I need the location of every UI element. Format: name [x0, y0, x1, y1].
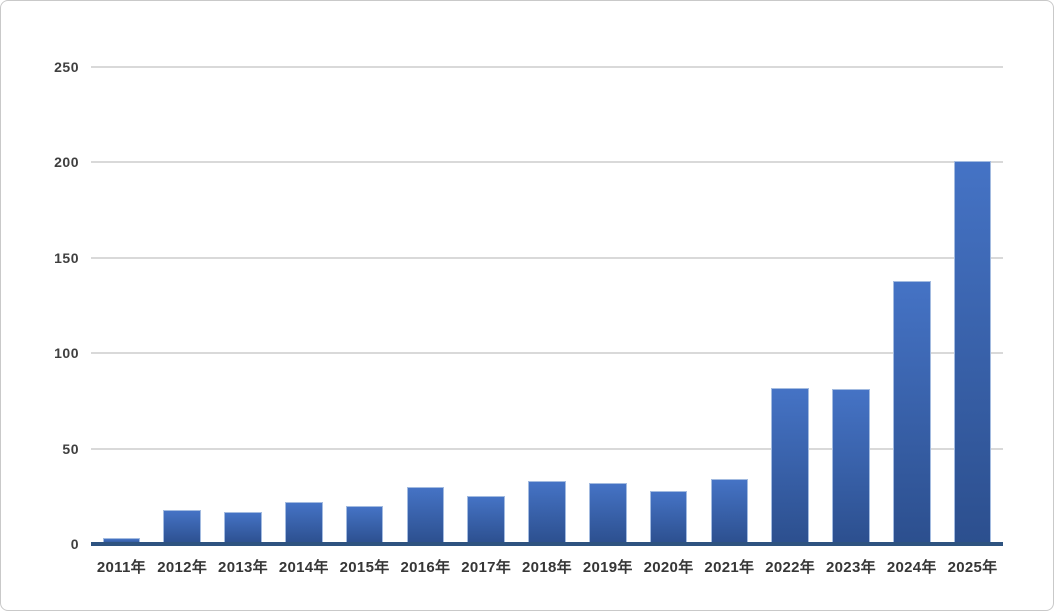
- bar-2011年: [102, 538, 141, 544]
- x-axis-line: [91, 542, 1003, 546]
- bar-slot: [152, 67, 213, 544]
- bar-slot: [334, 67, 395, 544]
- bar-2012年: [163, 509, 202, 544]
- x-tick-label-2018年: 2018年: [522, 559, 572, 576]
- bar-2018年: [528, 481, 566, 544]
- bar-slot: [577, 67, 638, 544]
- gridline-100: [91, 352, 1003, 355]
- bar-2013年: [224, 511, 262, 544]
- x-tick-label-2023年: 2023年: [826, 559, 876, 576]
- x-tick-label-2015年: 2015年: [339, 559, 390, 576]
- bar-slot: [213, 67, 274, 544]
- bar-slot: [881, 67, 942, 544]
- x-tick-label-2019年: 2019年: [582, 559, 633, 576]
- bar-2022年: [771, 387, 809, 544]
- y-tick-label-100: 100: [54, 345, 79, 362]
- bar-2020年: [649, 490, 688, 544]
- bar-slot: [821, 67, 882, 544]
- bar-slot: [91, 67, 152, 544]
- gridline-50: [91, 447, 1003, 450]
- bar-2017年: [467, 496, 506, 544]
- bar-slot: [760, 67, 821, 544]
- bar-slot: [699, 67, 760, 544]
- bar-2015年: [345, 505, 384, 544]
- x-tick-label-2012年: 2012年: [157, 559, 208, 576]
- bar-slot: [638, 67, 699, 544]
- x-tick-label-2025年: 2025年: [947, 559, 998, 576]
- bars-container: [91, 67, 1003, 544]
- x-axis-labels: 2011年 2012年 2013年 2014年 2015年 2016年 2017年 2018年…: [91, 556, 1003, 577]
- y-tick-label-200: 200: [54, 154, 79, 171]
- x-tick-label-2021年: 2021年: [704, 559, 755, 576]
- y-tick-label-250: 250: [54, 59, 79, 75]
- bar-2024年: [892, 280, 931, 544]
- bar-2025年: [953, 160, 992, 544]
- x-tick-label-2024年: 2024年: [886, 559, 937, 576]
- x-tick-label-2017年: 2017年: [461, 559, 512, 576]
- gridline-150: [91, 256, 1003, 259]
- gridline-250: [91, 66, 1003, 68]
- x-tick-label-2014年: 2014年: [278, 559, 329, 576]
- bar-slot: [456, 67, 517, 544]
- y-tick-label-150: 150: [54, 249, 79, 266]
- bar-2019年: [588, 482, 627, 544]
- x-tick-label-2022年: 2022年: [765, 559, 816, 576]
- x-tick-label-2013年: 2013年: [218, 559, 268, 576]
- bar-2014年: [284, 502, 323, 544]
- bar-slot: [942, 67, 1003, 544]
- bar-slot: [517, 67, 578, 544]
- bar-slot: [273, 67, 334, 544]
- bar-slot: [395, 67, 456, 544]
- bar-2023年: [832, 389, 870, 544]
- plot-area: 0 50 100 150 200 250 2011年 2012年 2013年 2014年 2015…: [54, 59, 1003, 576]
- bar-2021年: [710, 479, 749, 544]
- gridline-200: [91, 161, 1003, 164]
- bar-2016年: [406, 486, 445, 544]
- y-tick-label-50: 50: [62, 440, 79, 457]
- x-tick-label-2011年: 2011年: [96, 559, 146, 576]
- y-tick-label-0: 0: [70, 536, 79, 552]
- x-tick-label-2020年: 2020年: [643, 559, 694, 576]
- x-tick-label-2016年: 2016年: [400, 559, 451, 576]
